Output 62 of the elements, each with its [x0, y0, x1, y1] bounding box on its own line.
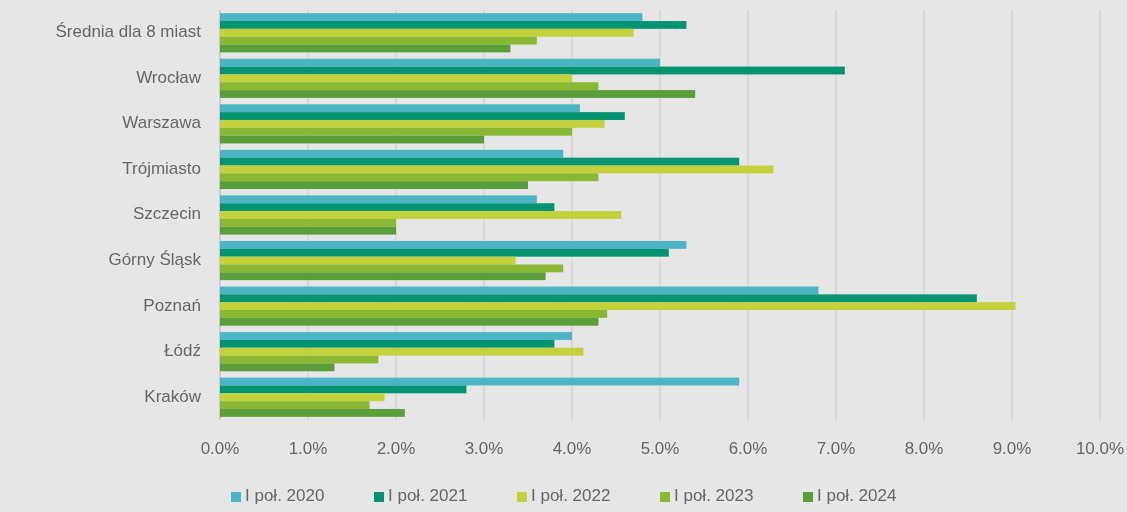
bar [220, 58, 660, 67]
legend-label: I poł. 2024 [817, 486, 897, 506]
bar [220, 393, 385, 402]
bar [220, 401, 370, 409]
x-tick-label: 5.0% [640, 439, 680, 458]
bar [220, 339, 555, 348]
y-tick-label: Średnia dla 8 miast [55, 22, 202, 42]
legend-label: I poł. 2022 [531, 486, 611, 506]
x-tick-label: 2.0% [376, 439, 416, 458]
bar [220, 248, 669, 257]
bar [220, 240, 687, 249]
bar [220, 226, 396, 235]
legend-label: I poł. 2023 [674, 486, 754, 506]
bar [220, 302, 1016, 311]
x-tick-label: 10.0% [1075, 439, 1125, 458]
x-tick-label: 4.0% [552, 439, 592, 458]
legend-label: I poł. 2020 [245, 486, 325, 506]
bar [220, 104, 580, 113]
bar [220, 13, 643, 22]
x-tick-label: 6.0% [728, 439, 768, 458]
y-tick-label: Poznań [143, 295, 201, 315]
x-tick-label: 0.0% [200, 439, 240, 458]
bar [220, 272, 546, 281]
bar [220, 112, 625, 120]
x-tick-label: 1.0% [288, 439, 328, 458]
bar [220, 203, 555, 212]
y-tick-label: Górny Śląsk [108, 250, 202, 270]
y-tick-label: Szczecin [132, 204, 201, 224]
bar [220, 90, 696, 98]
bar [220, 264, 564, 273]
bar [220, 119, 605, 128]
bar [220, 36, 537, 45]
bar [220, 218, 396, 227]
bar [220, 173, 599, 182]
y-tick-label: Łódź [164, 341, 201, 361]
bar [220, 310, 608, 318]
x-tick-label: 3.0% [464, 439, 504, 458]
y-tick-label: Trójmiasto [122, 158, 201, 178]
bar [220, 74, 572, 83]
bar [220, 211, 622, 219]
x-tick-label: 8.0% [904, 439, 944, 458]
bar [220, 82, 599, 91]
bar [220, 385, 467, 394]
y-tick-label: Kraków [144, 386, 202, 406]
x-tick-label: 9.0% [992, 439, 1032, 458]
bar [220, 363, 335, 372]
bar [220, 149, 564, 158]
bar [220, 28, 634, 37]
legend-label: I poł. 2021 [388, 486, 468, 506]
bar [220, 21, 687, 29]
bar [220, 408, 405, 417]
bar [220, 347, 584, 356]
bar [220, 317, 599, 326]
bar [220, 332, 572, 340]
y-tick-label: Warszawa [122, 113, 202, 133]
y-tick-label: Wrocław [136, 67, 202, 87]
bar [220, 127, 572, 136]
bar [220, 294, 977, 303]
bar [220, 181, 528, 190]
bar [220, 195, 537, 204]
x-tick-label: 7.0% [816, 439, 856, 458]
bar [220, 157, 740, 166]
